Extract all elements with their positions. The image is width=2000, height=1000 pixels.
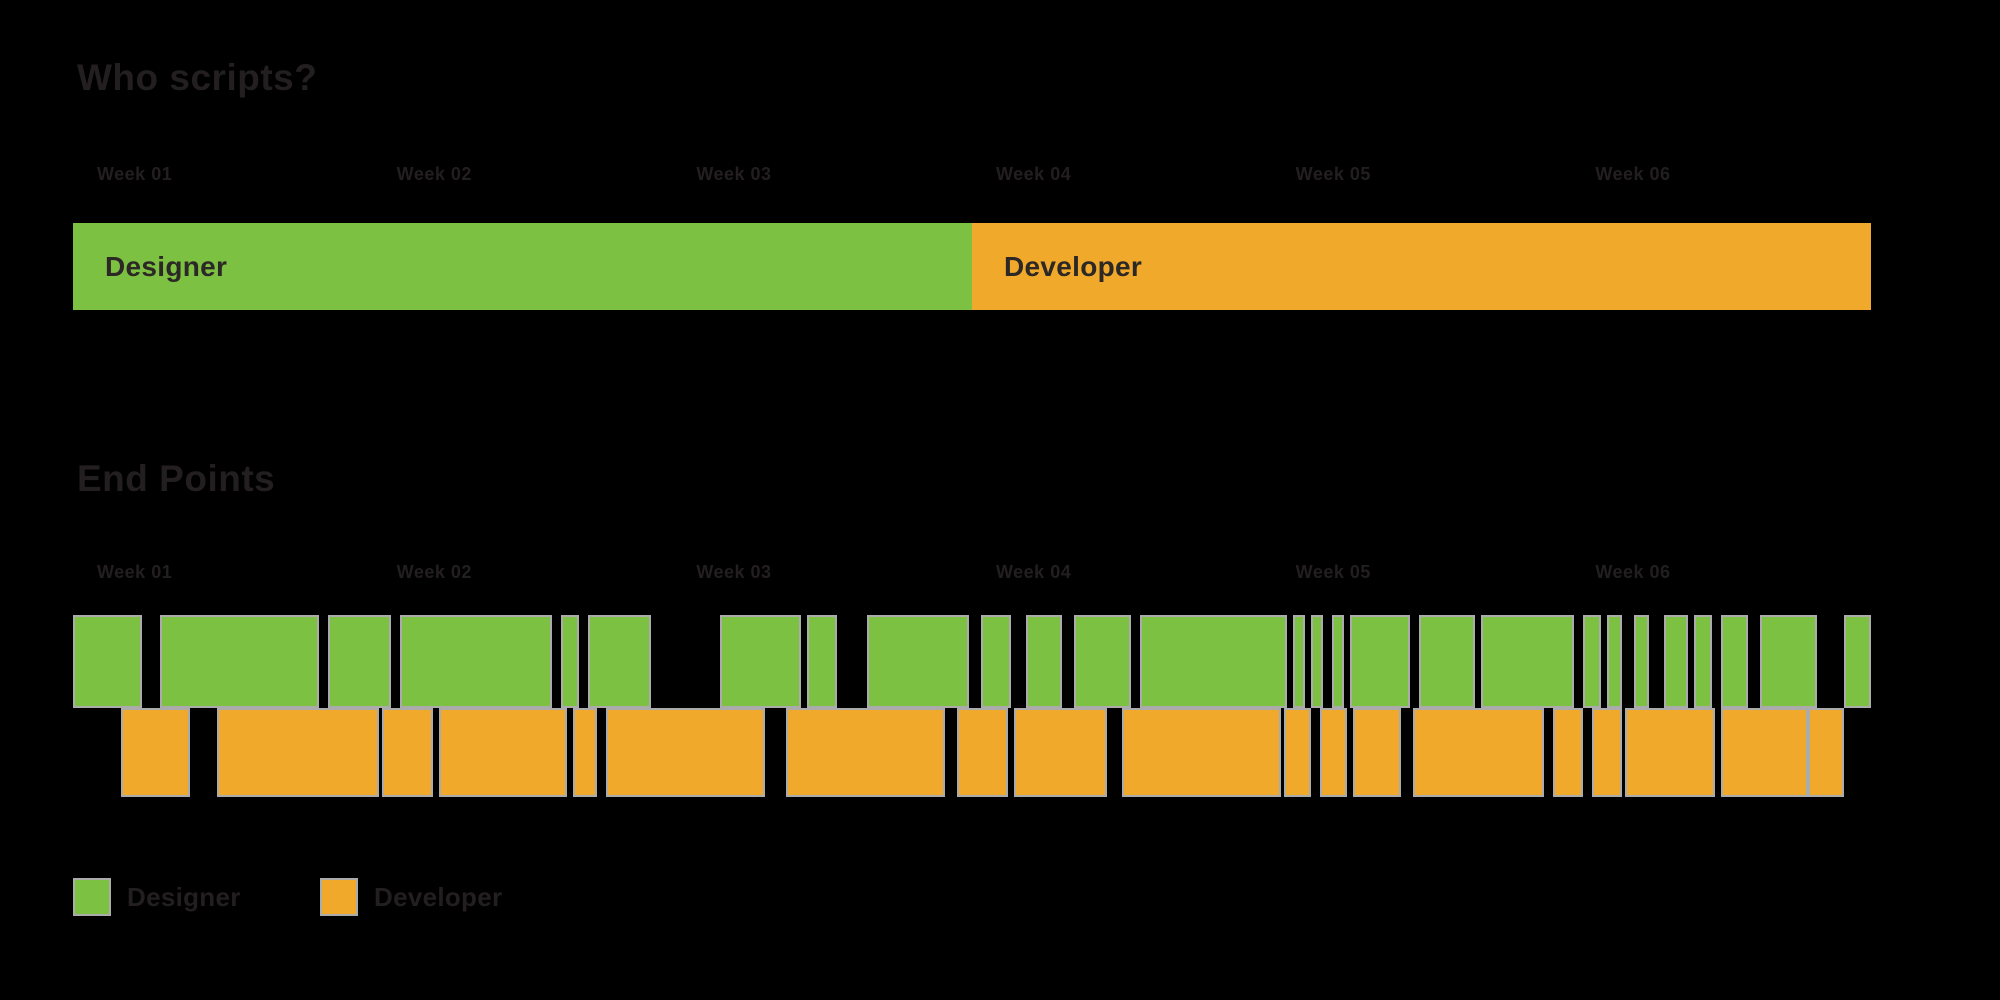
designer-segment <box>980 615 1011 708</box>
axis-tick-label-week-3: Week 03 <box>696 164 772 184</box>
developer-segment <box>1352 708 1401 797</box>
legend-label-designer: Designer <box>127 881 241 912</box>
legend-item-designer: Designer <box>73 878 241 916</box>
axis-tick-label-week-5: Week 05 <box>1295 164 1371 184</box>
axis-tick-label-week-1: Week 01 <box>97 164 173 184</box>
designer-segment <box>399 615 553 708</box>
designer-color-swatch <box>73 878 111 916</box>
overview-chart-title: Who scripts? <box>77 57 318 98</box>
detail-x-axis: Week 01 Week 02 Week 03 Week 04 Week 05 … <box>73 562 1871 584</box>
designer-segment <box>1844 615 1871 708</box>
designer-segment <box>1139 615 1287 708</box>
developer-segment <box>606 708 766 797</box>
developer-segment <box>1625 708 1716 797</box>
legend-item-developer: Developer <box>320 878 502 916</box>
designer-segment <box>1310 615 1323 708</box>
designer-segment <box>1292 615 1305 708</box>
designer-segment <box>1634 615 1650 708</box>
axis-tick-label-week-6: Week 06 <box>1595 164 1671 184</box>
developer-segment <box>1013 708 1107 797</box>
axis-tick-label-week-2: Week 02 <box>396 164 472 184</box>
designer-segment <box>159 615 319 708</box>
designer-segment <box>807 615 838 708</box>
axis-tick-label-week-4: Week 04 <box>996 562 1072 582</box>
designer-segment <box>867 615 969 708</box>
developer-segment <box>957 708 1008 797</box>
designer-segment <box>1349 615 1410 708</box>
developer-segment <box>1553 708 1584 797</box>
designer-segment <box>588 615 652 708</box>
designer-segment <box>1025 615 1062 708</box>
designer-segment <box>720 615 802 708</box>
designer-segment <box>1694 615 1713 708</box>
designer-segment <box>1418 615 1476 708</box>
developer-segment <box>216 708 379 797</box>
developer-overview-segment-label: Developer <box>1004 250 1143 282</box>
developer-segment <box>438 708 568 797</box>
designer-segment <box>73 615 142 708</box>
developer-segment <box>1412 708 1545 797</box>
developer-overview-segment: Developer <box>972 223 1871 310</box>
overview-timeline-bar: Designer Developer <box>73 223 1871 310</box>
developer-segment <box>1721 708 1809 797</box>
overview-x-axis: Week 01 Week 02 Week 03 Week 04 Week 05 … <box>73 164 1871 186</box>
designer-segment <box>1331 615 1344 708</box>
designer-segment <box>327 615 391 708</box>
developer-segment <box>573 708 598 797</box>
designer-segment <box>1481 615 1575 708</box>
axis-tick-label-week-3: Week 03 <box>696 562 772 582</box>
designer-segment <box>1607 615 1623 708</box>
designer-segment <box>1721 615 1749 708</box>
developer-segment <box>1319 708 1347 797</box>
developer-color-swatch <box>320 878 358 916</box>
designer-overview-segment: Designer <box>73 223 972 310</box>
detail-chart-title: End Points <box>77 458 276 499</box>
designer-segment <box>561 615 580 708</box>
developer-segment <box>786 708 946 797</box>
developer-segment <box>1808 708 1845 797</box>
axis-tick-label-week-2: Week 02 <box>396 562 472 582</box>
axis-tick-label-week-6: Week 06 <box>1595 562 1671 582</box>
designer-segment <box>1760 615 1818 708</box>
developer-segment <box>1283 708 1311 797</box>
axis-tick-label-week-4: Week 04 <box>996 164 1072 184</box>
axis-tick-label-week-5: Week 05 <box>1295 562 1371 582</box>
detail-developer-segment-row <box>73 708 1871 797</box>
designer-segment <box>1664 615 1689 708</box>
designer-segment <box>1583 615 1602 708</box>
legend-label-developer: Developer <box>374 881 503 912</box>
detail-designer-segment-row <box>73 615 1871 708</box>
designer-overview-segment-label: Designer <box>105 250 228 282</box>
axis-tick-label-week-1: Week 01 <box>97 562 173 582</box>
developer-segment <box>1121 708 1281 797</box>
developer-segment <box>1592 708 1623 797</box>
developer-segment <box>120 708 190 797</box>
designer-segment <box>1073 615 1131 708</box>
developer-segment <box>381 708 433 797</box>
